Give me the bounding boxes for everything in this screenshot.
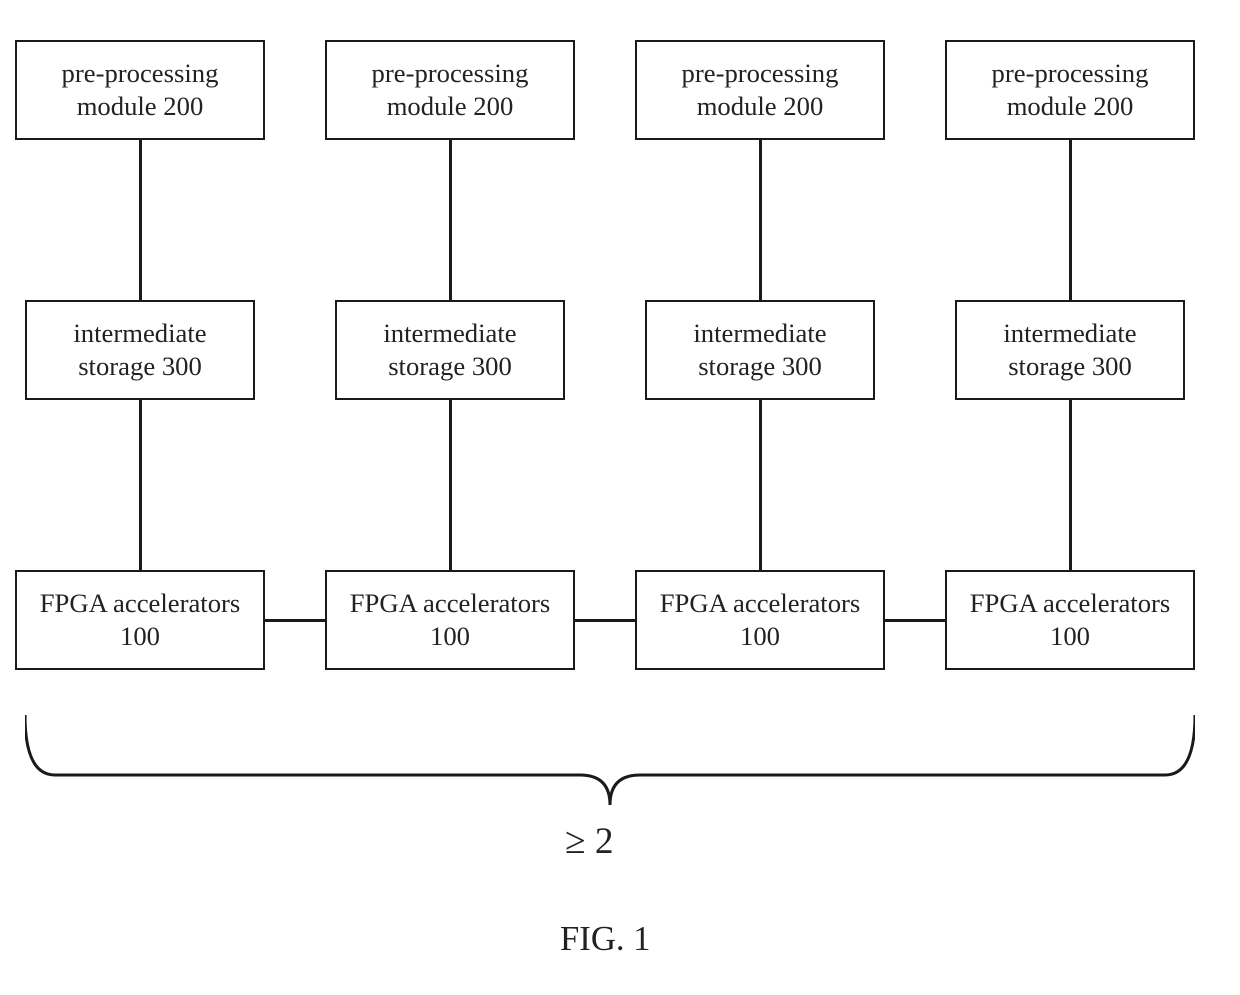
edge	[759, 140, 762, 300]
edge	[575, 619, 635, 622]
intermediate-storage-1-label: intermediatestorage 300	[383, 317, 516, 384]
intermediate-storage-0: intermediatestorage 300	[25, 300, 255, 400]
preprocessing-module-1-label: pre-processingmodule 200	[372, 57, 529, 124]
edge	[139, 140, 142, 300]
edge	[265, 619, 325, 622]
edge	[759, 400, 762, 570]
fpga-accelerator-1-label: FPGA accelerators100	[350, 587, 551, 654]
preprocessing-module-0: pre-processingmodule 200	[15, 40, 265, 140]
intermediate-storage-1: intermediatestorage 300	[335, 300, 565, 400]
preprocessing-module-1: pre-processingmodule 200	[325, 40, 575, 140]
edge	[885, 619, 945, 622]
preprocessing-module-0-label: pre-processingmodule 200	[62, 57, 219, 124]
intermediate-storage-2: intermediatestorage 300	[645, 300, 875, 400]
fpga-accelerator-1: FPGA accelerators100	[325, 570, 575, 670]
intermediate-storage-3-label: intermediatestorage 300	[1003, 317, 1136, 384]
fpga-accelerator-0-label: FPGA accelerators100	[40, 587, 241, 654]
edge	[449, 140, 452, 300]
fpga-accelerator-2: FPGA accelerators100	[635, 570, 885, 670]
preprocessing-module-2: pre-processingmodule 200	[635, 40, 885, 140]
diagram-canvas: pre-processingmodule 200 intermediatestor…	[0, 0, 1240, 995]
count-annotation: ≥ 2	[565, 820, 613, 863]
edge	[1069, 400, 1072, 570]
fpga-accelerator-3: FPGA accelerators100	[945, 570, 1195, 670]
fpga-accelerator-3-label: FPGA accelerators100	[970, 587, 1171, 654]
intermediate-storage-2-label: intermediatestorage 300	[693, 317, 826, 384]
brace-icon	[25, 715, 1195, 815]
preprocessing-module-3-label: pre-processingmodule 200	[992, 57, 1149, 124]
preprocessing-module-3: pre-processingmodule 200	[945, 40, 1195, 140]
edge	[449, 400, 452, 570]
edge	[139, 400, 142, 570]
figure-caption: FIG. 1	[560, 920, 651, 959]
intermediate-storage-3: intermediatestorage 300	[955, 300, 1185, 400]
fpga-accelerator-0: FPGA accelerators100	[15, 570, 265, 670]
intermediate-storage-0-label: intermediatestorage 300	[73, 317, 206, 384]
fpga-accelerator-2-label: FPGA accelerators100	[660, 587, 861, 654]
edge	[1069, 140, 1072, 300]
preprocessing-module-2-label: pre-processingmodule 200	[682, 57, 839, 124]
